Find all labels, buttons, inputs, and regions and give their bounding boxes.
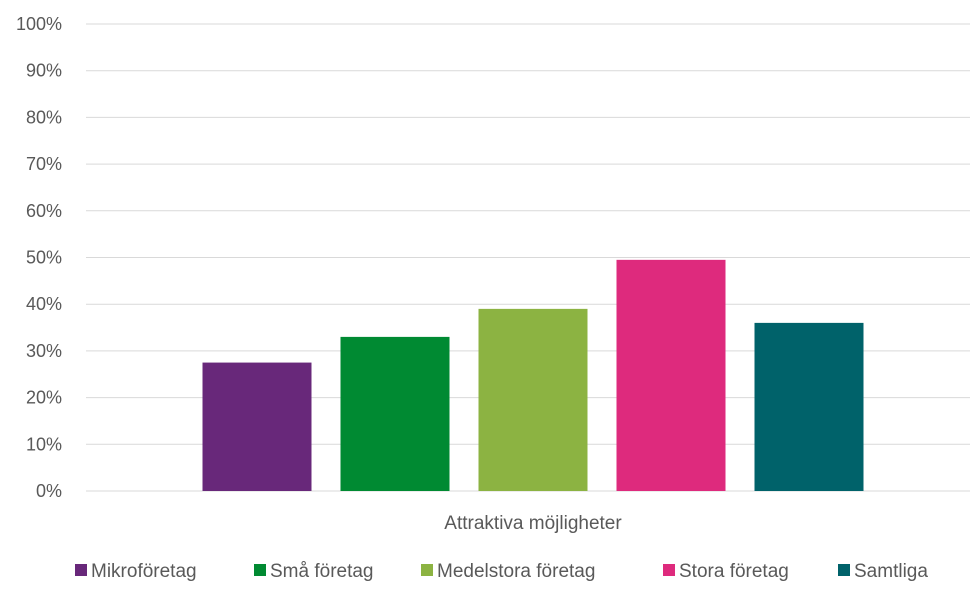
legend-label: Samtliga xyxy=(854,561,928,582)
legend-swatch xyxy=(838,564,850,576)
legend-swatch xyxy=(663,564,675,576)
y-tick-label: 0% xyxy=(36,481,62,501)
y-tick-label: 30% xyxy=(26,341,62,361)
legend-swatch xyxy=(254,564,266,576)
bar-3 xyxy=(478,308,588,491)
bar-4 xyxy=(616,259,726,491)
legend-swatch xyxy=(421,564,433,576)
y-axis-tick-labels: 0% 10% 20% 30% 40% 50% 60% 70% 80% 90% 100% xyxy=(16,14,62,501)
bar-5 xyxy=(754,322,864,491)
legend-label: Små företag xyxy=(270,561,374,582)
y-tick-label: 20% xyxy=(26,388,62,408)
legend-label: Medelstora företag xyxy=(437,561,595,582)
legend: Mikroföretag Små företag Medelstora företa… xyxy=(75,561,928,582)
y-tick-label: 10% xyxy=(26,434,62,454)
y-tick-label: 70% xyxy=(26,154,62,174)
y-tick-label: 40% xyxy=(26,294,62,314)
legend-label: Mikroföretag xyxy=(91,561,197,582)
bars xyxy=(202,259,864,491)
x-axis: Attraktiva möjligheter xyxy=(444,513,622,534)
bar-2 xyxy=(340,336,450,491)
legend-label: Stora företag xyxy=(679,561,789,582)
bar-1 xyxy=(202,362,312,491)
y-tick-label: 50% xyxy=(26,248,62,268)
y-tick-label: 80% xyxy=(26,107,62,127)
y-tick-label: 100% xyxy=(16,14,62,34)
y-tick-label: 60% xyxy=(26,201,62,221)
y-tick-label: 90% xyxy=(26,61,62,81)
legend-swatch xyxy=(75,564,87,576)
x-category-label: Attraktiva möjligheter xyxy=(444,513,622,534)
